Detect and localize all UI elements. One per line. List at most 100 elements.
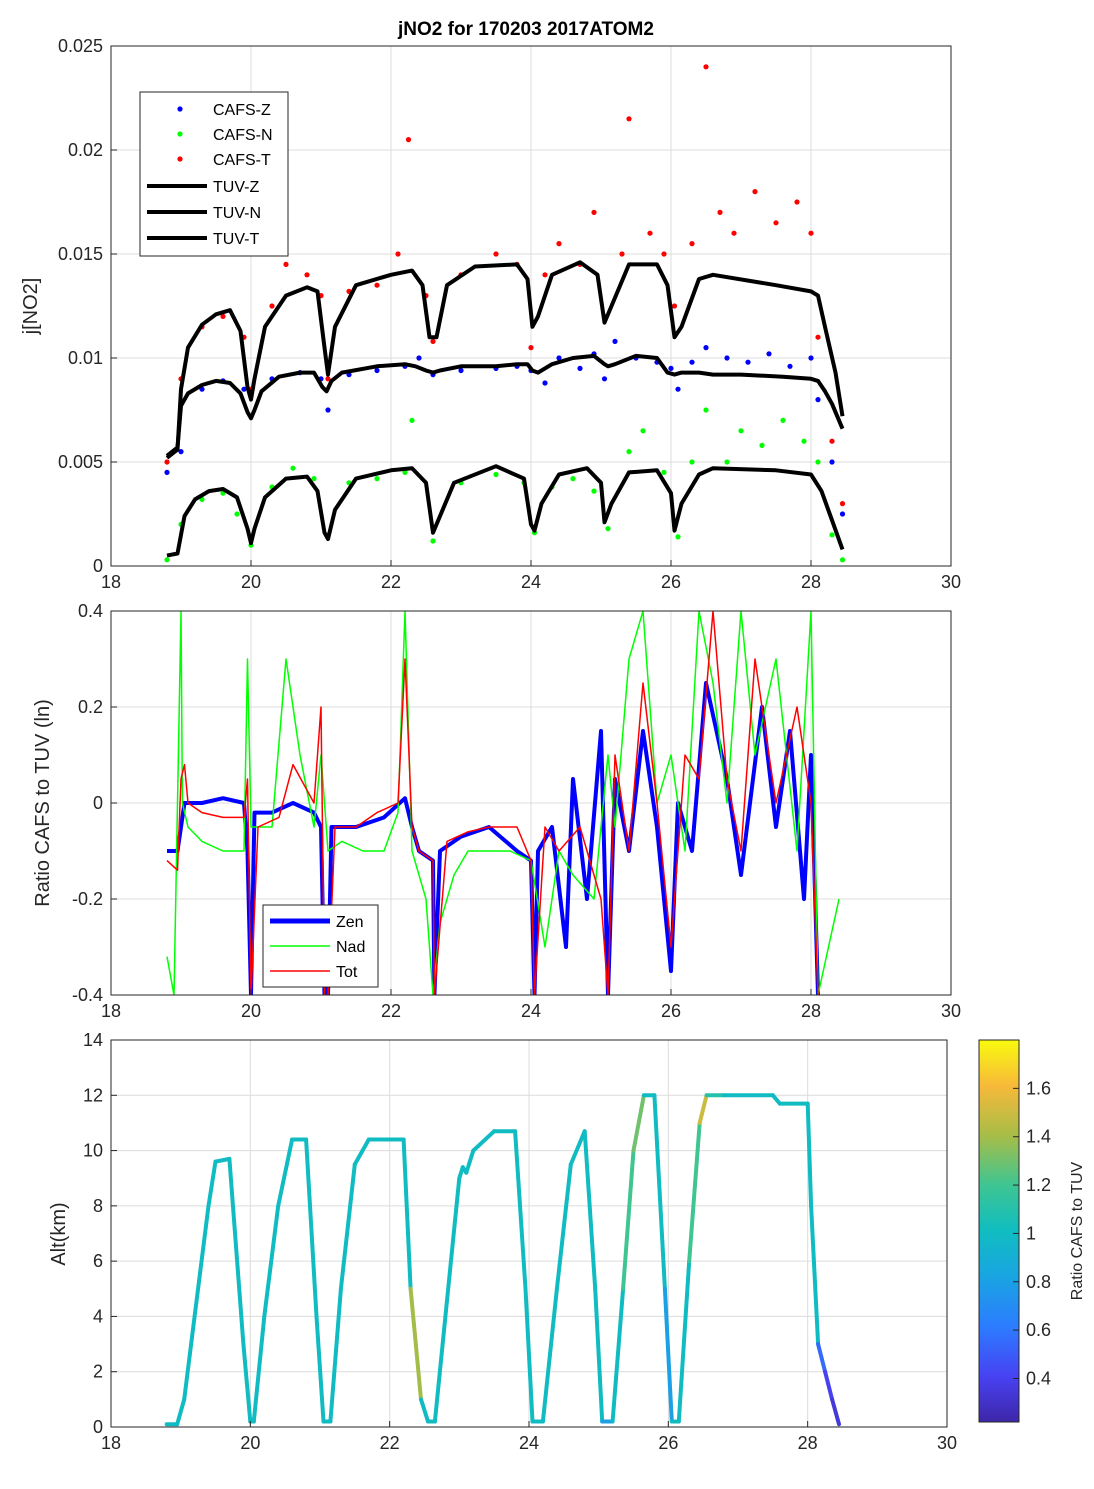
- panel-jno2: 18 20 22 24 26 28 30 00.0050.010.0150.020.025 …: [20, 36, 961, 592]
- point-cafs-t: [717, 209, 723, 215]
- point-cafs-z: [178, 449, 184, 455]
- x-tick-label: 24: [521, 1001, 541, 1021]
- point-cafs-t: [374, 282, 380, 288]
- y-tick-label: 0: [93, 793, 103, 813]
- point-cafs-t: [689, 241, 695, 247]
- altitude-segment: [676, 1259, 692, 1424]
- colorbar-tick-label: 0.4: [1026, 1368, 1051, 1388]
- point-cafs-n: [311, 476, 317, 482]
- point-cafs-n: [605, 526, 611, 532]
- point-cafs-n: [661, 469, 667, 475]
- altitude-segment: [631, 1093, 646, 1153]
- altitude-segment: [513, 1129, 528, 1291]
- panel-ratio: 18 20 22 24 26 28 30 -0.4 -0.2 0 0.2 0.4 Ratio CAF…: [32, 601, 961, 1021]
- point-cafs-n: [829, 532, 835, 538]
- panel-altitude-y-label: Alt(km): [48, 1202, 70, 1265]
- legend-label-tuv-z: TUV-Z: [213, 179, 259, 196]
- x-tick-label: 22: [381, 572, 401, 592]
- point-cafs-t: [731, 230, 737, 236]
- altitude-segment: [227, 1156, 246, 1347]
- x-tick-label: 28: [801, 1001, 821, 1021]
- altitude-segment: [213, 1156, 232, 1164]
- point-cafs-t: [430, 338, 436, 344]
- point-cafs-n: [675, 534, 681, 540]
- altitude-segment: [540, 1286, 559, 1424]
- panel-altitude-x-ticks: 18 20 22 24 26 28 30: [101, 1421, 957, 1453]
- panel-jno2-legend: CAFS-Z CAFS-N CAFS-T TUV-Z TUV-N TUV-T: [139, 91, 289, 257]
- y-tick-label: 0.2: [78, 697, 103, 717]
- point-cafs-t: [626, 116, 632, 122]
- point-cafs-z: [787, 363, 793, 369]
- y-tick-label: 4: [93, 1306, 103, 1326]
- panel-ratio-y-label: Ratio CAFS to TUV (ln): [32, 699, 54, 906]
- x-tick-label: 26: [661, 572, 681, 592]
- legend-label-nad: Nad: [336, 939, 365, 956]
- colorbar-gradient: [978, 1039, 1020, 1423]
- x-tick-label: 26: [658, 1433, 678, 1453]
- point-cafs-n: [759, 442, 765, 448]
- y-tick-label: 0.01: [68, 348, 103, 368]
- point-cafs-z: [703, 345, 709, 351]
- point-cafs-t: [829, 438, 835, 444]
- x-tick-label: 30: [941, 572, 961, 592]
- point-cafs-n: [703, 407, 709, 413]
- series-cafs-n: [164, 407, 846, 563]
- x-tick-label: 28: [801, 572, 821, 592]
- point-cafs-z: [724, 355, 730, 361]
- point-cafs-t: [556, 241, 562, 247]
- legend-label-zen: Zen: [336, 914, 364, 931]
- ratio-lines: [166, 611, 840, 995]
- point-cafs-n: [374, 476, 380, 482]
- altitude-segment: [830, 1397, 841, 1427]
- point-cafs-t: [325, 376, 331, 382]
- legend-label-cafs-t: CAFS-T: [213, 152, 271, 169]
- panel-ratio-plot-area: [166, 611, 840, 995]
- y-tick-label: 6: [93, 1251, 103, 1271]
- point-cafs-t: [773, 220, 779, 226]
- point-cafs-t: [808, 230, 814, 236]
- altitude-segment: [816, 1342, 828, 1374]
- altitude-segment: [464, 1148, 476, 1175]
- y-tick-label: 8: [93, 1196, 103, 1216]
- y-tick-label: 14: [83, 1030, 103, 1050]
- x-tick-label: 24: [519, 1433, 539, 1453]
- x-tick-label: 18: [101, 572, 121, 592]
- point-cafs-z: [689, 359, 695, 365]
- panel-altitude-plot-area: [164, 1093, 841, 1427]
- altitude-segment: [419, 1397, 430, 1424]
- altitude-segment: [568, 1129, 587, 1167]
- altitude-segment: [328, 1286, 343, 1424]
- x-tick-label: 30: [937, 1433, 957, 1453]
- panel-jno2-x-ticks: 18 20 22 24 26 28 30: [101, 560, 961, 592]
- legend-label-cafs-z: CAFS-Z: [213, 102, 271, 119]
- point-cafs-n: [570, 476, 576, 482]
- colorbar-ticks: 0.4 0.6 0.8 1 1.2 1.4 1.6: [1013, 1078, 1051, 1388]
- point-cafs-z: [416, 355, 422, 361]
- altitude-segment: [443, 1176, 462, 1319]
- point-cafs-n: [640, 428, 646, 434]
- point-cafs-n: [493, 471, 499, 478]
- point-cafs-z: [745, 359, 751, 365]
- x-tick-label: 20: [241, 1001, 261, 1021]
- point-cafs-t: [283, 261, 289, 267]
- point-cafs-n: [290, 465, 296, 471]
- colorbar-label: Ratio CAFS to TUV: [1069, 1161, 1086, 1300]
- point-cafs-z: [374, 367, 380, 374]
- point-cafs-n: [430, 538, 436, 544]
- altitude-segment: [251, 1314, 267, 1424]
- x-tick-label: 18: [101, 1001, 121, 1021]
- colorbar-tick-label: 0.6: [1026, 1320, 1051, 1340]
- point-cafs-n: [801, 438, 807, 444]
- point-cafs-t: [839, 501, 846, 507]
- colorbar-tick-label: 1.2: [1026, 1175, 1051, 1195]
- altitude-segment: [192, 1203, 211, 1319]
- altitude-segment: [408, 1286, 423, 1402]
- altitude-segment: [206, 1159, 218, 1208]
- point-cafs-z: [164, 469, 170, 475]
- point-cafs-z: [808, 355, 814, 361]
- point-cafs-z: [241, 386, 247, 392]
- y-tick-label: 0.025: [58, 36, 103, 56]
- y-tick-label: -0.4: [72, 985, 103, 1005]
